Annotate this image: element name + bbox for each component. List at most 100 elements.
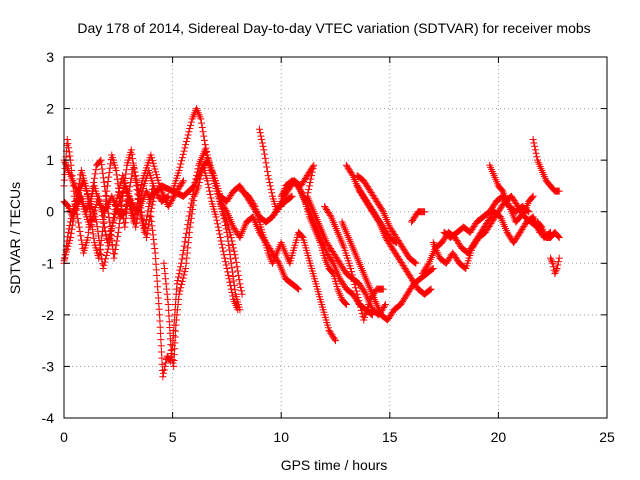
series-s19 bbox=[408, 208, 429, 226]
data-point bbox=[179, 177, 187, 185]
x-tick-label: 20 bbox=[491, 429, 507, 445]
data-point bbox=[214, 223, 222, 231]
data-point bbox=[173, 311, 181, 319]
data-point bbox=[97, 156, 105, 164]
data-point bbox=[225, 246, 233, 254]
data-point bbox=[75, 223, 83, 231]
data-point bbox=[156, 311, 164, 319]
data-point bbox=[182, 264, 190, 272]
data-point bbox=[122, 188, 130, 196]
data-point bbox=[114, 228, 122, 236]
series-s17 bbox=[353, 182, 400, 247]
data-point bbox=[158, 354, 166, 362]
data-point bbox=[64, 242, 72, 250]
data-point bbox=[358, 310, 366, 318]
data-point bbox=[181, 144, 189, 152]
data-point bbox=[351, 281, 359, 289]
series-s26 bbox=[547, 254, 563, 278]
data-point bbox=[127, 208, 135, 216]
data-point bbox=[215, 227, 223, 235]
data-point bbox=[168, 356, 176, 364]
data-point bbox=[143, 229, 151, 237]
data-point bbox=[263, 163, 271, 171]
data-point bbox=[150, 235, 158, 243]
data-point bbox=[200, 136, 208, 144]
x-axis-label: GPS time / hours bbox=[281, 457, 388, 473]
data-point bbox=[67, 234, 75, 241]
data-point bbox=[138, 213, 146, 221]
data-point bbox=[227, 234, 235, 241]
y-tick-label: -1 bbox=[42, 255, 55, 271]
data-point bbox=[99, 264, 107, 272]
data-point bbox=[63, 202, 71, 210]
data-point bbox=[92, 166, 100, 174]
data-point bbox=[216, 234, 224, 241]
data-point bbox=[219, 247, 227, 255]
data-point bbox=[172, 316, 180, 324]
data-point bbox=[184, 244, 192, 252]
data-point bbox=[103, 182, 111, 190]
y-tick-label: -3 bbox=[42, 358, 55, 374]
data-point bbox=[67, 229, 75, 237]
data-point bbox=[203, 148, 211, 156]
data-point bbox=[305, 182, 313, 190]
data-point bbox=[198, 119, 206, 127]
data-point bbox=[137, 184, 145, 192]
data-point bbox=[428, 265, 436, 273]
data-point bbox=[110, 254, 118, 262]
data-point bbox=[95, 237, 103, 245]
data-point bbox=[310, 161, 318, 169]
data-point bbox=[114, 191, 122, 199]
data-point bbox=[412, 259, 420, 267]
data-point bbox=[67, 161, 75, 169]
data-point bbox=[157, 329, 165, 337]
series-s6 bbox=[160, 161, 242, 370]
data-point bbox=[259, 142, 267, 150]
series-s25 bbox=[533, 218, 563, 241]
data-point bbox=[218, 240, 226, 248]
data-point bbox=[255, 125, 263, 133]
data-point bbox=[171, 333, 179, 341]
data-point bbox=[184, 131, 192, 139]
data-point bbox=[186, 223, 194, 231]
data-point bbox=[266, 182, 274, 190]
data-point bbox=[182, 137, 190, 145]
data-point bbox=[353, 290, 361, 298]
data-point bbox=[231, 251, 239, 259]
data-point bbox=[179, 150, 187, 158]
data-point bbox=[187, 219, 195, 227]
data-point bbox=[198, 123, 206, 131]
data-point bbox=[349, 274, 357, 282]
data-point bbox=[229, 273, 237, 281]
data-point bbox=[182, 141, 190, 149]
x-tick-label: 0 bbox=[60, 429, 68, 445]
data-point bbox=[205, 184, 213, 192]
data-point bbox=[77, 232, 85, 240]
data-point bbox=[97, 251, 105, 259]
data-point bbox=[204, 180, 212, 188]
data-point bbox=[148, 204, 156, 212]
data-point bbox=[182, 259, 190, 267]
data-point bbox=[130, 161, 138, 169]
axis-ticks: 0 5 10 15 20 25 -4 -3 -2 -1 0 1 2 3 bbox=[42, 49, 615, 445]
x-tick-label: 25 bbox=[599, 429, 615, 445]
data-point bbox=[237, 287, 245, 295]
data-point bbox=[76, 175, 84, 183]
data-point bbox=[147, 217, 155, 225]
data-point bbox=[180, 242, 188, 250]
data-point bbox=[298, 232, 306, 240]
data-point bbox=[532, 149, 540, 157]
data-point bbox=[530, 139, 538, 147]
data-point bbox=[104, 178, 112, 186]
data-point bbox=[176, 266, 184, 274]
data-point bbox=[189, 184, 197, 192]
data-point bbox=[90, 178, 98, 186]
data-point bbox=[548, 258, 556, 266]
data-point bbox=[227, 282, 235, 290]
data-point bbox=[95, 250, 103, 258]
data-point bbox=[295, 285, 303, 293]
data-point bbox=[183, 254, 191, 262]
data-point bbox=[175, 290, 183, 298]
data-point bbox=[553, 264, 561, 272]
